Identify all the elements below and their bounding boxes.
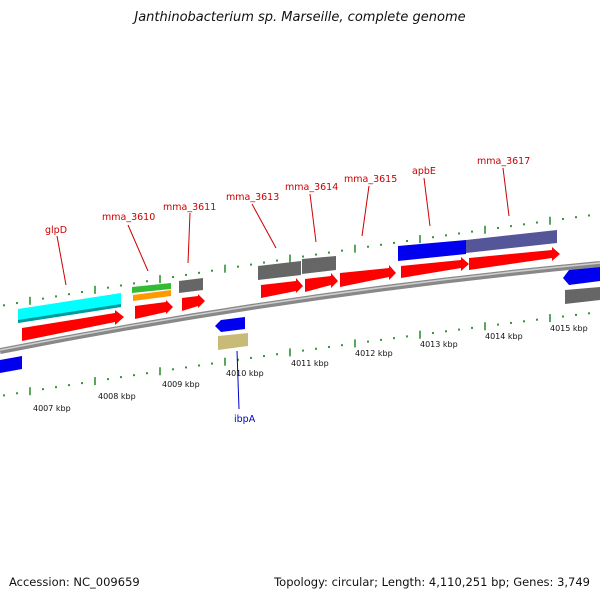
kbp-label-4012: 4012 kbp	[355, 349, 393, 358]
gene-label-mma3611: mma_3611	[163, 202, 216, 213]
feature-mma3613-rna[interactable]	[258, 261, 301, 280]
map-title: Janthinobacterium sp. Marseille, complet…	[134, 10, 466, 25]
feature-apbE-blue[interactable]	[398, 240, 466, 261]
outer-tick-row	[3, 214, 590, 307]
label-leaders	[56, 167, 510, 410]
gene-label-mma3610: mma_3610	[102, 212, 155, 223]
gene-label-ibpA: ibpA	[234, 414, 256, 425]
feature-mma3614-cds[interactable]	[305, 273, 338, 292]
feature-glpD-cyan-shadow	[18, 304, 121, 323]
feature-mma3613-cds[interactable]	[261, 278, 303, 298]
gene-label-mma3615: mma_3615	[344, 174, 397, 185]
feature-right-reverse[interactable]	[563, 267, 600, 285]
kbp-label-4007: 4007 kbp	[33, 404, 71, 413]
kbp-label-4013: 4013 kbp	[420, 340, 458, 349]
feature-mma3617-cds[interactable]	[469, 247, 560, 270]
feature-ibpA-khaki[interactable]	[218, 333, 248, 350]
genome-summary-text: Topology: circular; Length: 4,110,251 bp…	[274, 575, 590, 589]
feature-mma3610-orange[interactable]	[133, 290, 171, 301]
feature-track	[0, 230, 600, 373]
feature-mma3614-rna[interactable]	[302, 256, 336, 274]
feature-glpD-cds[interactable]	[22, 310, 124, 341]
feature-right-rna[interactable]	[565, 287, 600, 304]
gene-label-apbE: apbE	[412, 166, 436, 177]
kbp-label-4009: 4009 kbp	[162, 380, 200, 389]
gene-label-glpD: glpD	[45, 225, 67, 236]
feature-mma3615-cds[interactable]	[340, 265, 396, 287]
feature-mma3611-cds[interactable]	[182, 294, 205, 311]
kbp-label-4008: 4008 kbp	[98, 392, 136, 401]
feature-mma3610-green[interactable]	[132, 283, 171, 293]
gene-labels: glpD mma_3610 mma_3611 mma_3613 mma_3614…	[45, 156, 530, 425]
kbp-label-4010: 4010 kbp	[226, 369, 264, 378]
kbp-label-4015: 4015 kbp	[550, 324, 588, 333]
kbp-labels: 4007 kbp 4008 kbp 4009 kbp 4010 kbp 4011…	[33, 324, 588, 413]
genome-backbone	[0, 261, 600, 354]
feature-mma3617-slate[interactable]	[466, 230, 557, 253]
gene-label-mma3617: mma_3617	[477, 156, 530, 167]
feature-left-reverse[interactable]	[0, 356, 22, 373]
accession-text: Accession: NC_009659	[9, 575, 140, 589]
feature-ibpA-cds[interactable]	[215, 317, 245, 332]
feature-mma3610-cds[interactable]	[135, 300, 173, 319]
feature-apbE-cds[interactable]	[401, 257, 469, 278]
gene-label-mma3613: mma_3613	[226, 192, 279, 203]
gene-label-mma3614: mma_3614	[285, 182, 338, 193]
inner-tick-row	[3, 312, 590, 397]
feature-mma3611-rna[interactable]	[179, 278, 203, 293]
kbp-label-4011: 4011 kbp	[291, 359, 329, 368]
feature-glpD-cyan[interactable]	[18, 293, 121, 323]
kbp-label-4014: 4014 kbp	[485, 332, 523, 341]
